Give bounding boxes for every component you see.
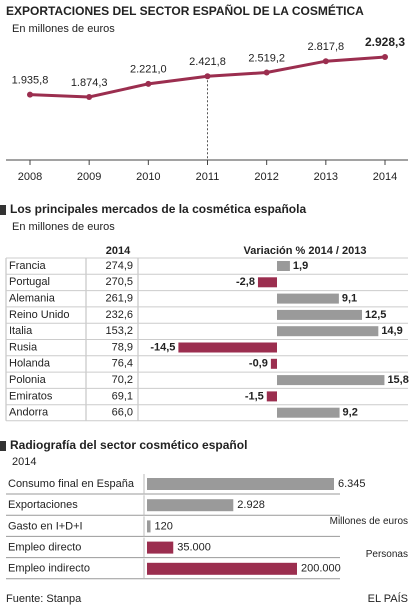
bar (277, 293, 339, 304)
category-label: Holanda (9, 358, 51, 370)
value-label: 9,1 (342, 293, 357, 305)
bar (147, 520, 151, 533)
value-label: 1,9 (293, 260, 308, 272)
value-label: 14,9 (381, 325, 402, 337)
unit-label: Millones de euros (330, 516, 408, 527)
bar (257, 277, 277, 288)
chart-subtitle: 2014 (12, 456, 36, 468)
table-value: 69,1 (112, 390, 133, 402)
category-label: Andorra (9, 407, 49, 419)
x-tick-label: 2011 (196, 171, 220, 183)
section-bullet (0, 205, 6, 215)
value-label: 2.928 (237, 499, 265, 511)
unit-label: Personas (366, 549, 408, 560)
x-tick-label: 2013 (314, 171, 338, 183)
chart-subtitle: En millones de euros (12, 23, 115, 35)
x-tick-label: 2012 (254, 171, 278, 183)
category-label: Empleo indirecto (8, 563, 90, 575)
point (27, 91, 33, 98)
bar (277, 375, 385, 386)
point (382, 54, 388, 60)
category-label: Exportaciones (8, 499, 78, 511)
x-tick-label: 2009 (77, 171, 101, 183)
point (263, 69, 270, 76)
value-label: 35.000 (177, 542, 211, 554)
category-label: Francia (9, 260, 47, 272)
category-label: Rusia (9, 341, 38, 353)
category-label: Gasto en I+D+I (8, 520, 83, 532)
point (145, 80, 152, 87)
chart-title: Radiografía del sector cosmético español (10, 438, 247, 452)
point (204, 73, 211, 80)
table-value: 76,4 (112, 358, 133, 370)
value-label: 1.874,3 (71, 77, 108, 89)
table-value: 274,9 (105, 260, 133, 272)
table-value: 270,5 (105, 276, 133, 288)
x-tick-label: 2010 (136, 171, 160, 183)
x-tick-label: 2008 (18, 171, 42, 183)
section-bullet (0, 441, 6, 451)
category-label: Reino Unido (9, 309, 70, 321)
category-label: Empleo directo (8, 542, 81, 554)
value-label: 15,8 (387, 374, 408, 386)
value-label: 6.345 (338, 478, 366, 490)
category-label: Polonia (9, 374, 47, 386)
bar (147, 541, 174, 554)
category-label: Alemania (9, 293, 56, 305)
bar (147, 499, 234, 512)
table-value: 66,0 (112, 407, 133, 419)
x-tick-label: 2014 (373, 171, 397, 183)
value-label: -0,9 (249, 358, 268, 370)
value-label: 2.221,0 (130, 64, 167, 76)
point (86, 94, 93, 100)
chart-title: Los principales mercados de la cosmética… (10, 202, 306, 216)
value-label: 1.935,8 (12, 75, 49, 87)
value-label: 120 (155, 520, 173, 532)
value-label: 2.421,8 (189, 56, 226, 68)
bar (277, 309, 362, 320)
value-label: -14,5 (150, 341, 175, 353)
source: Fuente: Stanpa (6, 593, 82, 605)
value-label: -1,5 (245, 390, 264, 402)
column-header: Variación % 2014 / 2013 (244, 245, 367, 257)
point (322, 58, 329, 65)
bar (270, 358, 277, 369)
bar (277, 326, 379, 337)
brand: EL PAÍS (368, 592, 408, 605)
bar (266, 391, 277, 402)
table-value: 232,6 (105, 309, 133, 321)
value-label: 2.817,8 (307, 41, 344, 53)
bar (277, 407, 340, 418)
value-label: 2.519,2 (248, 52, 285, 64)
category-label: Portugal (9, 276, 50, 288)
category-label: Consumo final en España (8, 478, 135, 490)
value-label: 12,5 (365, 309, 386, 321)
chart-title: EXPORTACIONES DEL SECTOR ESPAÑOL DE LA C… (6, 3, 364, 18)
category-label: Italia (9, 325, 33, 337)
table-value: 153,2 (105, 325, 133, 337)
value-label: 2.928,3 (365, 35, 405, 49)
chart-subtitle: En millones de euros (12, 221, 115, 233)
value-label: 200.000 (301, 563, 341, 575)
bar (178, 342, 277, 353)
value-label: 9,2 (343, 407, 358, 419)
bar (277, 261, 290, 271)
table-value: 70,2 (112, 374, 133, 386)
column-header: 2014 (106, 245, 131, 257)
bar (147, 478, 334, 490)
bar (147, 562, 297, 575)
category-label: Emiratos (9, 390, 53, 402)
table-value: 261,9 (105, 293, 133, 305)
table-value: 78,9 (112, 341, 133, 353)
value-label: -2,8 (236, 276, 255, 288)
